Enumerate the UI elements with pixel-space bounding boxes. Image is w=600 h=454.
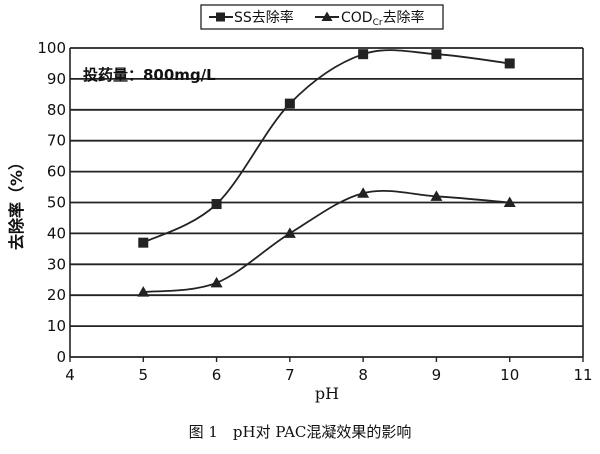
axes — [69, 48, 584, 362]
data-point-cod — [503, 196, 516, 207]
legend-label-ss: SS去除率 — [234, 9, 294, 26]
y-tick-label: 50 — [47, 194, 66, 212]
data-point-cod — [283, 227, 296, 238]
y-tick-label: 90 — [47, 70, 66, 88]
y-tick-labels: 0 10 20 30 40 50 60 70 80 90 100 — [37, 39, 66, 366]
data-point-cod — [357, 187, 370, 198]
data-point-ss — [358, 49, 369, 60]
figure-caption: 图 1 pH对 PAC混凝效果的影响 — [189, 423, 412, 441]
x-tick-labels: 4 5 6 7 8 9 10 11 — [65, 366, 592, 384]
x-axis-title: pH — [315, 384, 339, 403]
y-tick-label: 0 — [56, 348, 66, 366]
x-tick-label: 6 — [212, 366, 222, 384]
series-group — [137, 49, 516, 297]
data-point-cod — [430, 190, 443, 201]
y-tick-label: 100 — [37, 39, 66, 57]
x-tick-label: 10 — [500, 366, 519, 384]
data-point-cod — [210, 276, 223, 288]
data-point-ss — [504, 58, 515, 69]
data-point-ss — [211, 199, 222, 210]
y-tick-label: 10 — [47, 317, 66, 335]
series-line-triangle — [143, 190, 510, 294]
x-tick-label: 8 — [358, 366, 368, 384]
data-point-ss — [431, 49, 442, 60]
legend-marker-ss — [216, 12, 225, 22]
y-tick-label: 40 — [47, 224, 66, 242]
dosage-annotation: 投药量：800mg/L — [83, 66, 216, 84]
y-tick-label: 70 — [47, 132, 66, 150]
x-tick-label: 11 — [573, 366, 592, 384]
y-tick-label: 20 — [47, 286, 66, 304]
x-tick-label: 4 — [65, 366, 75, 384]
grid-lines — [70, 47, 583, 328]
x-tick-label: 9 — [432, 366, 442, 384]
y-tick-label: 30 — [47, 255, 66, 273]
legend: SS去除率 CODCr去除率 — [200, 4, 444, 30]
data-point-cod — [137, 286, 150, 297]
y-tick-label: 80 — [47, 101, 66, 119]
y-axis-title: 去除率（%） — [7, 154, 26, 250]
legend-label-cod: CODCr去除率 — [341, 9, 425, 28]
data-point-ss — [284, 98, 295, 109]
x-tick-label: 7 — [285, 366, 295, 384]
y-tick-label: 60 — [47, 163, 66, 181]
data-point-ss — [138, 237, 149, 248]
legend-marker-cod — [321, 11, 333, 21]
x-tick-label: 5 — [139, 366, 149, 384]
